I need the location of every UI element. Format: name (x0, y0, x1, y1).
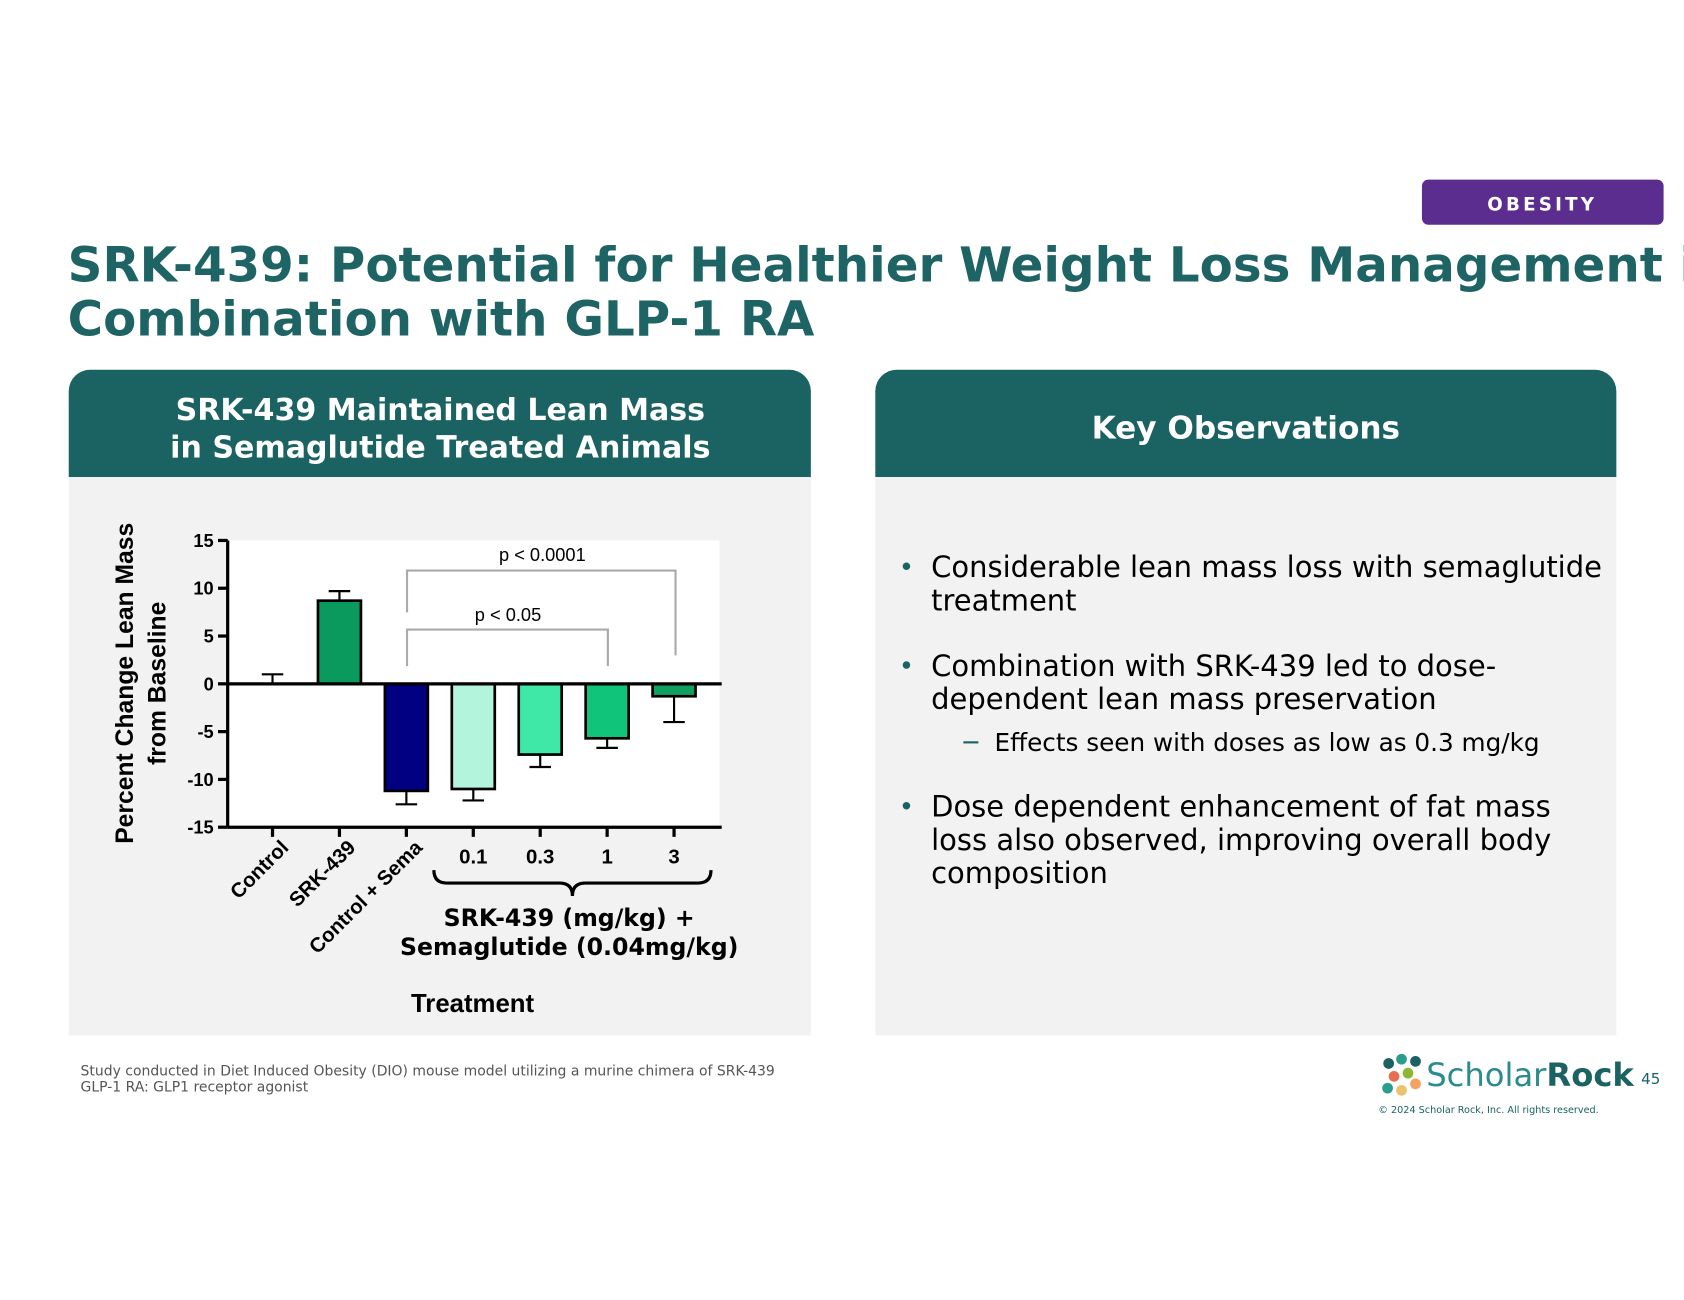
bullet-text: composition (931, 856, 1108, 890)
annotation: p < 0.0001 (499, 544, 586, 565)
logo-text: ScholarRock (1426, 1056, 1635, 1094)
logo-icon (1382, 1053, 1421, 1096)
y-tick-label: 0 (204, 673, 214, 694)
title: Combination with GLP-1 RA (68, 291, 815, 347)
x-axis-label: Treatment (411, 990, 535, 1018)
footnote: Study conducted in Diet Induced Obesity … (81, 1063, 775, 1079)
bar (383, 682, 430, 793)
panel-title: SRK-439 Maintained Lean Mass (176, 393, 706, 428)
bullet-text: Dose dependent enhancement of fat mass (931, 789, 1551, 823)
y-axis-label: Percent Change Lean Mass (112, 523, 139, 844)
title: SRK-439: Potential for Healthier Weight … (68, 238, 1684, 294)
tag-bg (1421, 179, 1664, 225)
bar (517, 682, 564, 756)
logo-part: Scholar (1426, 1056, 1547, 1094)
x-tick-label: 0.1 (459, 847, 487, 869)
panel-header (875, 369, 1617, 478)
y-tick-label: 10 (193, 578, 213, 599)
bullet-dot (902, 562, 911, 570)
observations: Considerable lean mass loss with semaglu… (902, 550, 1602, 890)
x-tick-label: 0.3 (526, 847, 554, 869)
brace (432, 870, 713, 897)
sub-bullet-text: Effects seen with doses as low as 0.3 mg… (995, 728, 1540, 757)
bullet-dot (902, 801, 911, 810)
page-number: 45 (1641, 1070, 1660, 1088)
group-label: Semaglutide (0.04mg/kg) (400, 933, 738, 961)
y-tick-label: 5 (204, 625, 214, 646)
bullet-text: treatment (931, 583, 1076, 617)
bracket (405, 628, 609, 667)
y-tick-label: -10 (187, 769, 213, 790)
x-tick-label: 3 (668, 847, 679, 869)
bullet-text: dependent lean mass preservation (931, 682, 1436, 716)
y-tick-label: -5 (197, 721, 213, 742)
bar (651, 682, 697, 698)
y-tick-label: -15 (187, 817, 213, 838)
bar (450, 682, 497, 791)
y-axis-label: from Baseline (144, 602, 171, 765)
panel-header (68, 369, 811, 478)
x-tick-label: 1 (601, 847, 612, 869)
bar (316, 599, 363, 686)
panel-title: Key Observations (1092, 410, 1400, 446)
group-label: SRK-439 (mg/kg) + (444, 904, 695, 932)
tag: OBESITY (1487, 195, 1597, 216)
bullet-dot (902, 661, 911, 669)
bullet-text: loss also observed, improving overall bo… (931, 823, 1551, 857)
bullet-text: Combination with SRK-439 led to dose- (931, 649, 1496, 683)
panel-body (875, 477, 1617, 1036)
bar (584, 682, 630, 740)
panel-title: in Semaglutide Treated Animals (170, 431, 710, 466)
logo-part: Rock (1546, 1056, 1635, 1094)
y-tick-label: 15 (193, 530, 213, 551)
footnote: GLP-1 RA: GLP1 receptor agonist (81, 1079, 309, 1095)
annotation: p < 0.05 (475, 604, 541, 625)
bracket (405, 569, 677, 656)
bullet-text: Considerable lean mass loss with semaglu… (931, 550, 1602, 584)
copyright: © 2024 Scholar Rock, Inc. All rights res… (1378, 1105, 1598, 1116)
